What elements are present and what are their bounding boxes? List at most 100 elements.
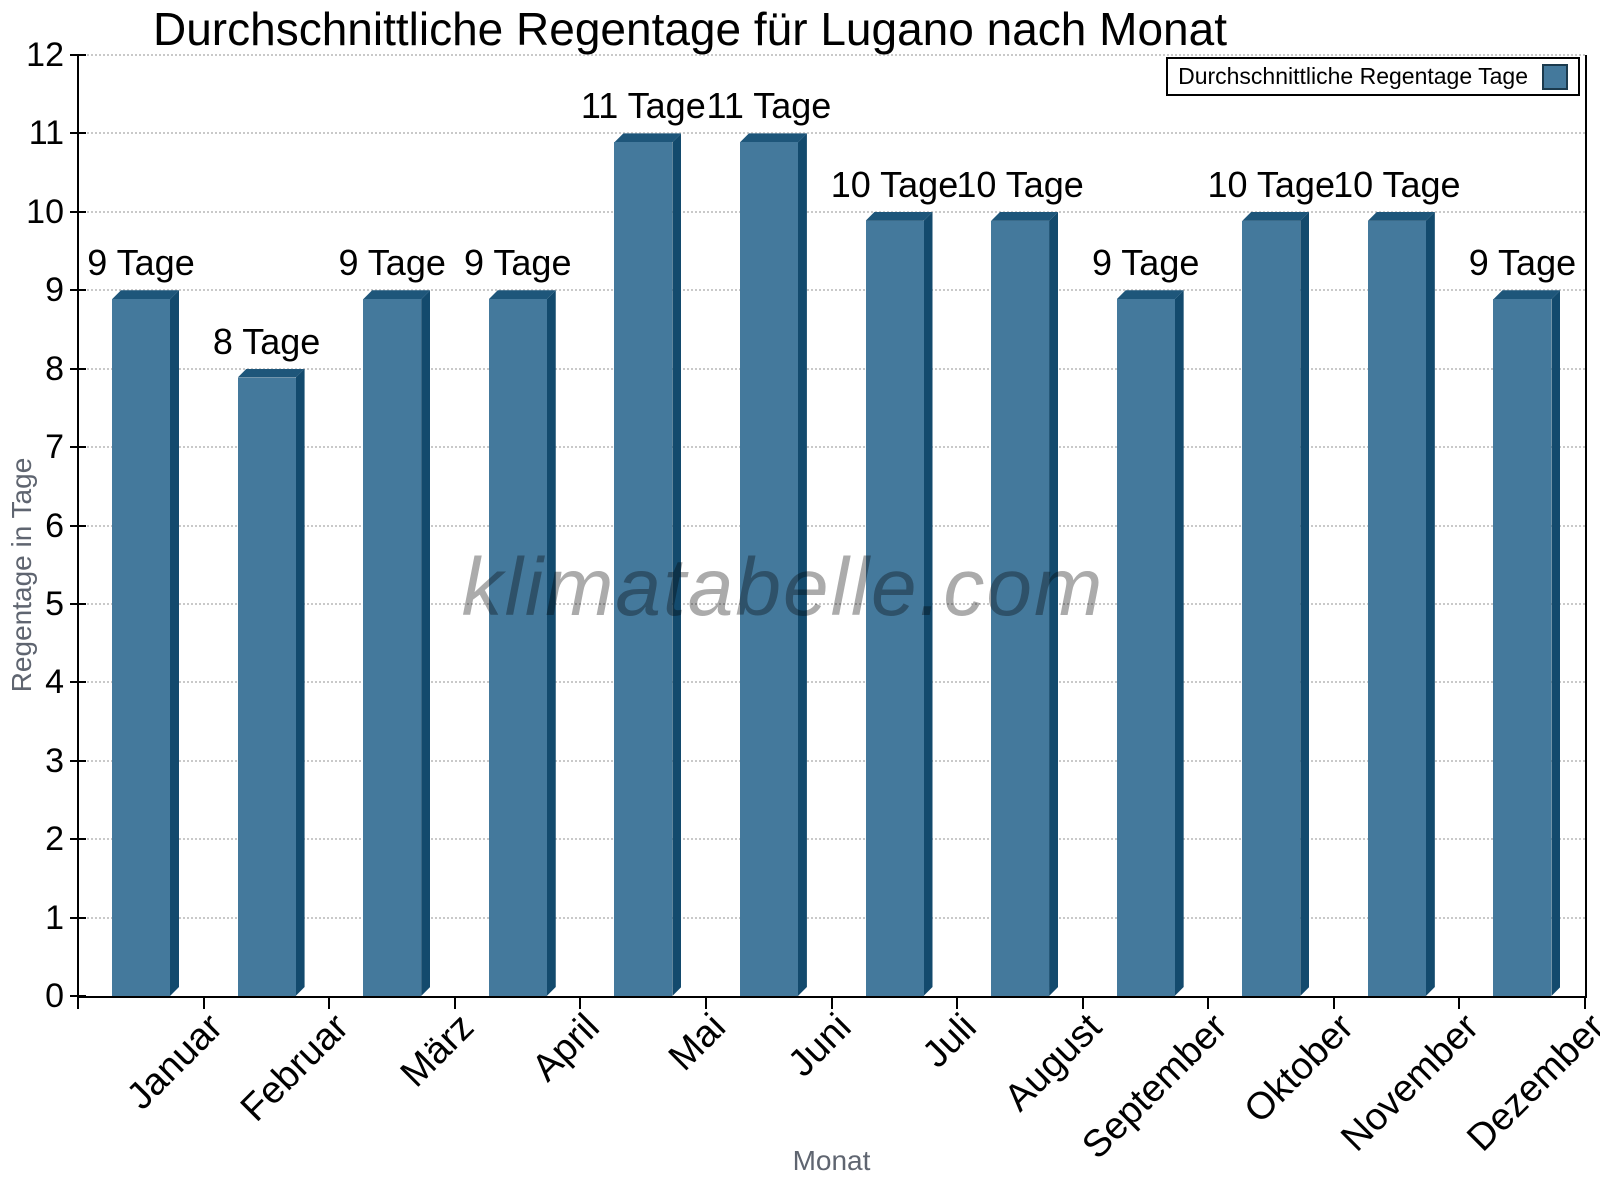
x-tick-label: November: [1333, 1006, 1488, 1160]
y-tick-label: 0: [45, 977, 64, 1015]
x-tick-label: April: [524, 1006, 609, 1090]
legend-swatch-icon: [1542, 63, 1568, 90]
y-tick: [70, 446, 86, 449]
chart-title: Durchschnittliche Regentage für Lugano n…: [152, 3, 1227, 55]
bar-value-label: 9 Tage: [1468, 242, 1577, 284]
bar-top-face: [489, 290, 556, 299]
gridline: [78, 759, 1585, 762]
bar-side-face: [924, 212, 933, 996]
gridline: [78, 132, 1585, 135]
x-tick-label: Mai: [660, 1006, 734, 1079]
bar-side-face: [1551, 290, 1560, 996]
y-tick-label: 8: [45, 349, 64, 388]
bar: [112, 290, 179, 996]
y-tick: [70, 524, 86, 527]
bar-front: [1116, 299, 1175, 996]
x-tick: [1081, 996, 1084, 1009]
x-tick: [1458, 996, 1461, 1009]
bar-top-face: [866, 212, 933, 221]
x-tick: [830, 996, 833, 1009]
y-tick: [70, 367, 86, 370]
x-tick: [1332, 996, 1335, 1009]
y-tick: [70, 838, 86, 841]
x-tick-label: Juli: [914, 1006, 985, 1077]
bar-value-label: 10 Tage: [830, 163, 959, 205]
x-tick: [77, 996, 79, 1009]
bar-value-label: 9 Tage: [1091, 242, 1200, 284]
legend: Durchschnittliche Regentage Tage: [1166, 57, 1580, 96]
bar-top-face: [1368, 212, 1435, 221]
gridline: [78, 681, 1585, 684]
bar: [1116, 290, 1184, 996]
bar-front: [1367, 220, 1426, 996]
y-tick-label: 2: [45, 820, 64, 859]
y-tick-label: 3: [45, 741, 64, 780]
bar-front: [1242, 220, 1301, 996]
bar-top-face: [1493, 290, 1560, 299]
bar-front: [614, 142, 673, 996]
x-tick: [453, 996, 456, 1009]
x-tick: [956, 996, 959, 1009]
bar-side-face: [798, 133, 807, 996]
bar-top-face: [238, 369, 305, 378]
bar-side-face: [170, 290, 179, 996]
bar-side-face: [672, 133, 681, 996]
bar-top-face: [991, 212, 1058, 221]
bar-front: [865, 220, 924, 996]
bar-front: [237, 377, 296, 996]
bar: [991, 212, 1058, 996]
x-tick: [328, 996, 331, 1009]
y-tick-label: 7: [45, 428, 64, 467]
x-tick-label: Januar: [119, 1006, 232, 1118]
bar-front: [991, 220, 1050, 996]
y-tick: [70, 210, 86, 213]
y-tick: [70, 289, 86, 292]
bar-front: [1493, 299, 1552, 996]
watermark: klimatabelle.com: [461, 542, 1105, 633]
bar-side-face: [421, 290, 430, 996]
bar: [614, 133, 681, 996]
bar-value-label: 9 Tage: [338, 242, 446, 284]
gridline: [78, 602, 1585, 605]
y-tick: [70, 759, 86, 762]
x-tick: [704, 996, 707, 1009]
bar: [1493, 290, 1560, 996]
gridline: [78, 289, 1585, 292]
gridline: [78, 524, 1585, 527]
bar-top-face: [1117, 290, 1184, 299]
y-tick: [70, 681, 86, 684]
y-tick: [70, 132, 86, 135]
gridline: [78, 54, 1585, 56]
bar-side-face: [547, 290, 556, 996]
y-tick: [70, 916, 86, 919]
bar-value-label: 8 Tage: [212, 320, 321, 362]
bar-front: [363, 299, 422, 996]
y-tick-label: 10: [26, 192, 64, 231]
bar-top-face: [1242, 212, 1309, 221]
y-tick-label: 12: [26, 36, 64, 74]
y-tick-label: 6: [45, 506, 64, 545]
bar: [488, 290, 556, 996]
y-tick: [70, 54, 86, 56]
x-tick-label: Juni: [780, 1006, 860, 1085]
y-tick-label: 4: [45, 663, 64, 702]
bar-front: [488, 299, 547, 996]
bar-side-face: [1049, 212, 1058, 996]
y-tick-label: 5: [45, 584, 64, 623]
gridline: [78, 367, 1585, 370]
x-tick: [1584, 996, 1586, 1009]
y-tick-label: 11: [28, 114, 64, 153]
bar-value-label: 10 Tage: [1333, 163, 1461, 205]
gridline: [78, 916, 1585, 919]
x-tick: [1207, 996, 1210, 1009]
bar-front: [739, 142, 798, 996]
y-tick-label: 9: [45, 271, 64, 310]
bar-side-face: [1175, 290, 1184, 996]
bar-value-label: 9 Tage: [87, 242, 195, 284]
x-tick-label: Oktober: [1236, 1006, 1362, 1132]
bar: [237, 369, 305, 996]
y-tick-label: 1: [45, 898, 64, 937]
bar-top-face: [363, 290, 430, 299]
bar-side-face: [296, 369, 305, 996]
